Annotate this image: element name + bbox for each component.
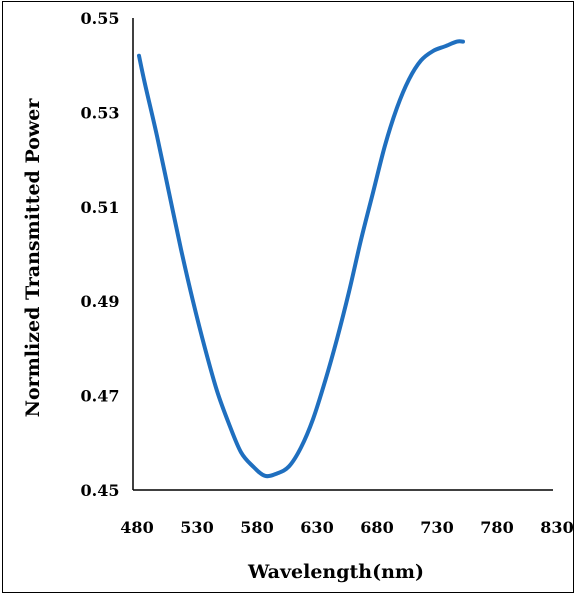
x-tick-label: 530 [180, 518, 213, 537]
y-tick-label: 0.45 [81, 481, 120, 500]
x-tick-label: 830 [540, 518, 573, 537]
y-axis-title: Normlized Transmitted Power [22, 98, 44, 418]
x-tick-label: 680 [360, 518, 393, 537]
x-tick-labels: 480 530 580 630 680 730 780 830 [120, 518, 573, 537]
y-tick-label: 0.53 [81, 103, 120, 122]
x-tick-label: 730 [420, 518, 453, 537]
y-tick-label: 0.55 [81, 9, 120, 28]
y-tick-label: 0.49 [81, 292, 120, 311]
y-tick-labels: 0.45 0.47 0.49 0.51 0.53 0.55 [81, 9, 120, 500]
x-tick-label: 580 [240, 518, 273, 537]
series-group [137, 39, 465, 479]
y-tick-label: 0.51 [81, 198, 120, 217]
y-tick-label: 0.47 [81, 387, 120, 406]
x-tick-label: 480 [120, 518, 153, 537]
axes [132, 18, 553, 491]
x-tick-label: 630 [300, 518, 333, 537]
x-tick-label: 780 [480, 518, 513, 537]
series-line [137, 39, 465, 479]
x-axis-title: Wavelength(nm) [247, 561, 424, 583]
